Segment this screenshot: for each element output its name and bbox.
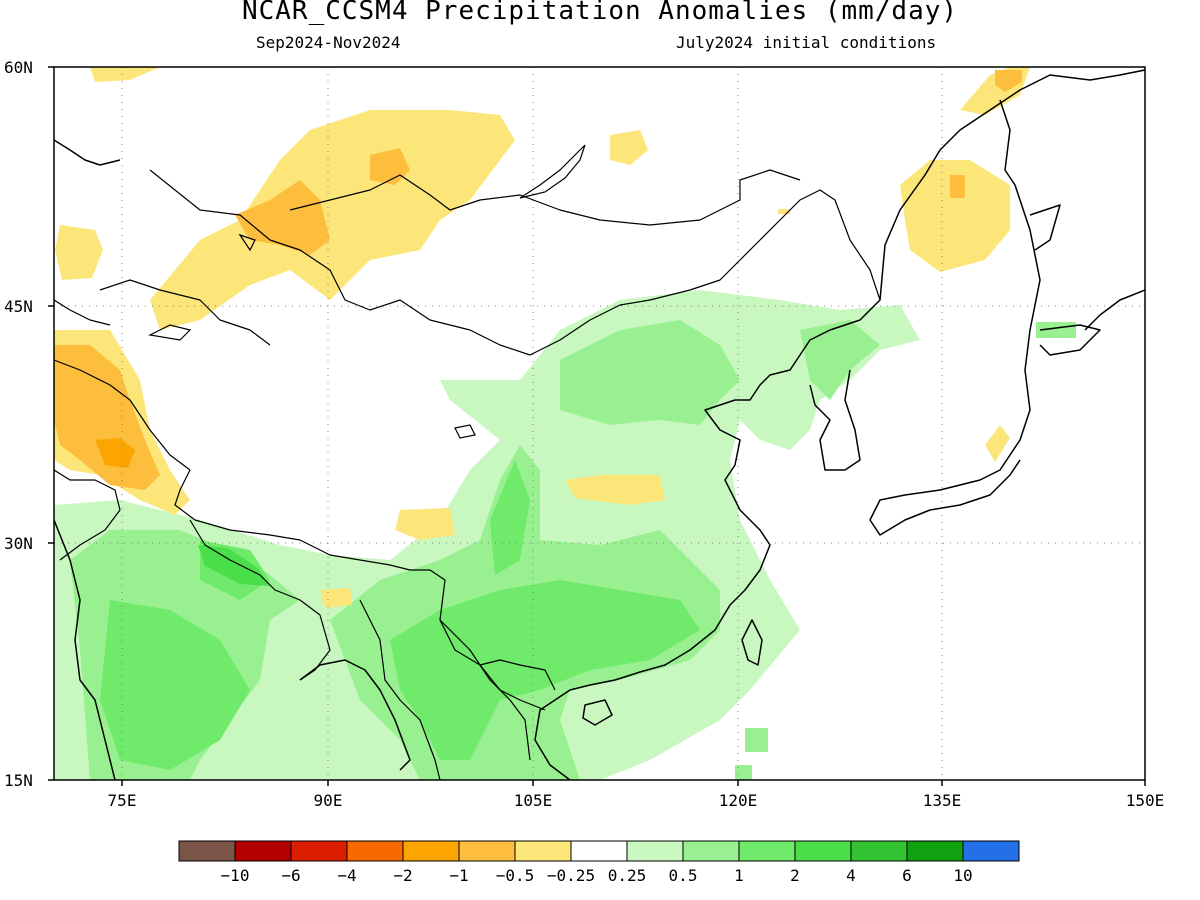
colorbar-swatch (234, 840, 292, 862)
lon-label-150e: 150E (1126, 791, 1165, 810)
dry-anomaly-region (95, 438, 135, 468)
lat-label-45n: 45N (4, 297, 33, 316)
colorbar-label: −4 (337, 866, 356, 885)
colorbar: −10 −6 −4 −2 −1 −0.5 −0.25 0.25 0.5 1 2 4 6 10 (178, 840, 1020, 885)
colorbar-label: −0.25 (547, 866, 595, 885)
axis-ticks (48, 66, 1146, 786)
colorbar-swatch (570, 840, 628, 862)
lakes (148, 144, 586, 439)
colorbar-label: −6 (281, 866, 300, 885)
colorbar-swatch (458, 840, 516, 862)
colorbar-swatch (906, 840, 964, 862)
colorbar-label: 10 (953, 866, 972, 885)
lon-label-75e: 75E (108, 791, 137, 810)
colorbar-label: 2 (790, 866, 800, 885)
lon-label-135e: 135E (923, 791, 962, 810)
colorbar-label: 0.25 (608, 866, 647, 885)
map-title: NCAR_CCSM4 Precipitation Anomalies (mm/d… (241, 0, 959, 26)
country-borders (54, 169, 881, 780)
colorbar-label: −0.5 (496, 866, 535, 885)
colorbar-swatch (738, 840, 796, 862)
colorbar-swatch (794, 840, 852, 862)
colorbar-label: −1 (449, 866, 468, 885)
colorbar-swatch (514, 840, 572, 862)
anomaly-field (54, 67, 1145, 780)
wet-anomaly-region (70, 320, 1076, 780)
colorbar-swatch (290, 840, 348, 862)
colorbar-label: 6 (902, 866, 912, 885)
lon-label-120e: 120E (719, 791, 758, 810)
colorbar-swatch (962, 840, 1020, 862)
colorbar-label: −10 (221, 866, 250, 885)
colorbar-swatch (178, 840, 236, 862)
colorbar-swatch (850, 840, 908, 862)
colorbar-label: 0.5 (669, 866, 698, 885)
forecast-period: Sep2024-Nov2024 (256, 33, 401, 52)
colorbar-swatch (346, 840, 404, 862)
colorbar-label: 1 (734, 866, 744, 885)
colorbar-label: 4 (846, 866, 856, 885)
lon-label-90e: 90E (314, 791, 343, 810)
lat-label-60n: 60N (4, 58, 33, 77)
lat-label-15n: 15N (4, 771, 33, 790)
colorbar-swatch (402, 840, 460, 862)
map-frame (53, 66, 1146, 781)
colorbar-swatch (682, 840, 740, 862)
colorbar-label: −2 (393, 866, 412, 885)
wet-anomaly-region (100, 460, 700, 770)
wet-anomaly-region (198, 545, 270, 586)
lat-label-30n: 30N (4, 534, 33, 553)
colorbar-swatch (626, 840, 684, 862)
initial-conditions: July2024 initial conditions (676, 33, 937, 52)
lon-label-105e: 105E (514, 791, 553, 810)
coastlines (54, 69, 1145, 780)
